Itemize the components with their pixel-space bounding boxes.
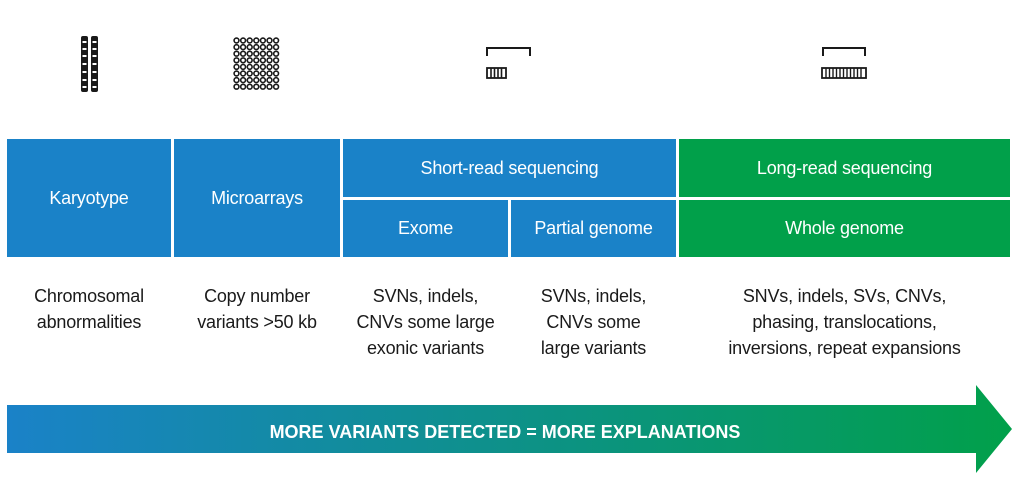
microarrays-description: Copy number variants >50 kb bbox=[197, 286, 317, 332]
arrow-label: MORE VARIANTS DETECTED = MORE EXPLANATIO… bbox=[269, 422, 741, 442]
partial-genome-label: Partial genome bbox=[534, 218, 653, 238]
microarrays-header: Microarrays bbox=[174, 139, 340, 257]
whole-genome-description: SNVs, indels, SVs, CNVs, phasing, transl… bbox=[728, 286, 961, 358]
short-read-label: Short-read sequencing bbox=[420, 157, 599, 178]
short-read-icon bbox=[486, 47, 531, 79]
partial-genome-description: SVNs, indels, CNVs some large variants bbox=[540, 286, 647, 358]
microarray-icon bbox=[233, 37, 280, 90]
microarrays-label: Microarrays bbox=[211, 187, 303, 208]
exome-description: SVNs, indels, CNVs some large exonic var… bbox=[356, 286, 495, 358]
long-read-label: Long-read sequencing bbox=[756, 157, 933, 178]
whole-genome-header: Whole genome bbox=[679, 200, 1010, 257]
partial-genome-header: Partial genome bbox=[511, 200, 676, 257]
karyotype-description: Chromosomal abnormalities bbox=[34, 286, 144, 332]
long-read-icon bbox=[821, 47, 867, 79]
long-read-header: Long-read sequencing bbox=[679, 139, 1010, 197]
exome-header: Exome bbox=[343, 200, 508, 257]
exome-label: Exome bbox=[397, 218, 454, 238]
progress-arrow bbox=[7, 385, 1012, 473]
karyotype-header: Karyotype bbox=[7, 139, 171, 257]
karyotype-label: Karyotype bbox=[49, 187, 129, 208]
chromosome-icon bbox=[81, 36, 98, 92]
short-read-header: Short-read sequencing bbox=[343, 139, 676, 197]
whole-genome-label: Whole genome bbox=[785, 218, 904, 238]
